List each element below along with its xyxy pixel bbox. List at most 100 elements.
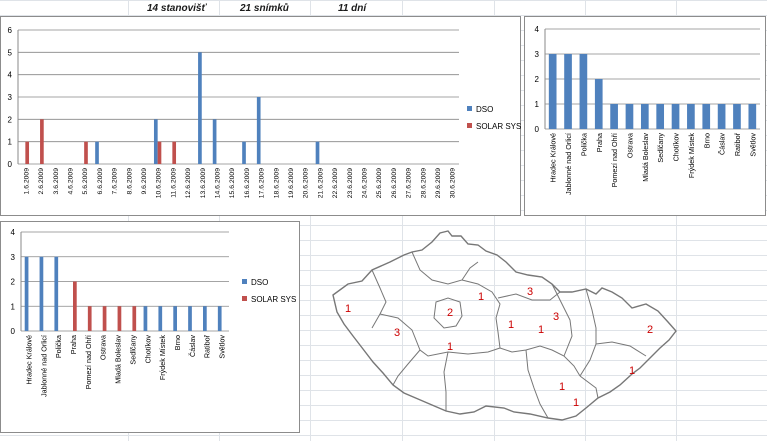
bar xyxy=(39,256,44,331)
daily-chart-svg: 0 1 2 3 4 5 6 1.6.2009 2.6.2009 3.6.2009 4.6.2009 5… xyxy=(8,26,522,198)
x-tick-label: Hradec Králové xyxy=(549,133,558,183)
bar xyxy=(702,104,711,129)
y-tick-label: 1 xyxy=(8,138,13,147)
stations-count: 14 stanovišť xyxy=(147,3,207,14)
station-type-svg: 0 1 2 3 4 Hradec Králové Jablonné nad Orlicí Po… xyxy=(11,228,297,397)
station-totals-svg: 0 1 2 3 4 Hradec Králové Jablonné nad Orlicí Po… xyxy=(535,25,760,195)
y-tick-label: 3 xyxy=(11,253,16,262)
bar xyxy=(173,306,177,331)
station-type-chart[interactable]: 0 1 2 3 4 Hradec Králové Jablonné nad Orlicí Po… xyxy=(0,221,300,433)
y-tick-label: 6 xyxy=(8,26,13,35)
bar xyxy=(172,141,177,164)
bar xyxy=(73,281,77,331)
x-tick-label: 3.6.2009 xyxy=(53,168,60,195)
x-tick-label: Polička xyxy=(579,133,588,156)
x-tick-label: Světlov xyxy=(218,335,227,359)
map-label: 3 xyxy=(394,327,400,339)
legend-swatch xyxy=(242,296,247,301)
x-tick-label: 30.6.2009 xyxy=(450,168,457,198)
bar xyxy=(102,306,107,331)
bar xyxy=(564,54,572,129)
x-tick-label: Jablonné nad Orlicí xyxy=(564,133,573,195)
map-labels: 1 3 2 1 1 3 3 2 1 1 1 1 1 xyxy=(345,286,653,409)
x-tick-label: Sedlčany xyxy=(128,335,137,365)
bar xyxy=(656,104,665,129)
x-tick-label: Polička xyxy=(54,335,63,358)
bar xyxy=(40,119,44,164)
x-tick-label: 24.6.2009 xyxy=(361,168,368,198)
region-line xyxy=(411,251,479,285)
x-tick-label: 5.6.2009 xyxy=(82,168,89,195)
x-tick-label: Světlov xyxy=(748,133,757,157)
x-tick-label: Pomezí nad Ohří xyxy=(84,335,93,389)
bar xyxy=(212,119,217,164)
x-tick-label: 23.6.2009 xyxy=(347,168,354,198)
legend-label: DSO xyxy=(476,105,493,114)
x-tick-label: Čáslav xyxy=(718,133,727,155)
bar xyxy=(84,141,88,164)
x-tick-label: 15.6.2009 xyxy=(229,168,236,198)
x-tick-label: Chotíkov xyxy=(672,133,681,162)
region-line xyxy=(433,297,463,329)
y-tick-label: 4 xyxy=(11,228,16,237)
station-totals-chart[interactable]: 0 1 2 3 4 Hradec Králové Jablonné nad Orlicí Po… xyxy=(524,16,766,216)
region-line xyxy=(497,291,561,301)
map-border xyxy=(332,230,677,421)
bar xyxy=(242,141,246,164)
x-tick-label: 6.6.2009 xyxy=(97,168,104,195)
bar xyxy=(315,141,320,164)
bar xyxy=(717,104,726,129)
x-tick-label: Sedlčany xyxy=(656,133,665,163)
region-line xyxy=(499,345,581,377)
y-tick-label: 2 xyxy=(8,115,13,124)
x-tick-label: 19.6.2009 xyxy=(288,168,295,198)
x-tick-label: 1.6.2009 xyxy=(23,168,30,195)
region-line xyxy=(443,351,449,411)
map-label: 1 xyxy=(478,291,484,303)
y-tick-label: 4 xyxy=(8,71,13,80)
bar xyxy=(625,104,634,129)
x-tick-label: Mladá Boleslav xyxy=(641,133,650,182)
bar xyxy=(748,104,757,129)
x-tick-label: Brno xyxy=(702,133,711,148)
legend-label: DSO xyxy=(251,278,268,287)
bar xyxy=(188,306,192,331)
map-label: 3 xyxy=(553,311,559,323)
x-tick-label: 18.6.2009 xyxy=(273,168,280,198)
bar xyxy=(132,306,137,331)
region-line xyxy=(392,349,421,386)
map-label: 1 xyxy=(538,324,544,336)
map-label: 1 xyxy=(559,381,565,393)
x-tick-label: 12.6.2009 xyxy=(185,168,192,198)
bar xyxy=(579,54,588,129)
region-line xyxy=(595,341,647,357)
x-tick-label: Ratiboř xyxy=(733,132,742,156)
x-tick-label: Chotíkov xyxy=(143,335,152,364)
region-line xyxy=(579,288,597,377)
x-tick-label: 25.6.2009 xyxy=(376,168,383,198)
map-label: 1 xyxy=(447,341,453,353)
bar xyxy=(256,97,261,164)
bar xyxy=(153,119,158,164)
x-tick-label: 10.6.2009 xyxy=(156,168,163,198)
frames-count: 21 snímků xyxy=(240,3,289,14)
x-tick-label: 8.6.2009 xyxy=(126,168,133,195)
map-label: 2 xyxy=(447,307,453,319)
x-tick-label: Praha xyxy=(595,133,604,152)
daily-chart[interactable]: 0 1 2 3 4 5 6 1.6.2009 2.6.2009 3.6.2009 4.6.2009 5… xyxy=(0,16,521,216)
x-tick-label: 20.6.2009 xyxy=(303,168,310,198)
bar xyxy=(157,141,162,164)
x-tick-label: Hradec Králové xyxy=(24,335,33,385)
y-tick-label: 2 xyxy=(535,75,540,84)
bar xyxy=(198,52,202,165)
x-tick-label: 29.6.2009 xyxy=(435,168,442,198)
bar xyxy=(671,104,680,129)
y-tick-label: 2 xyxy=(11,278,16,287)
map-label: 1 xyxy=(508,319,514,331)
y-tick-label: 1 xyxy=(535,100,540,109)
days-count: 11 dní xyxy=(338,3,367,14)
map-label: 3 xyxy=(527,286,533,298)
x-tick-label: Frýdek Místek xyxy=(687,133,696,179)
bar xyxy=(95,141,99,164)
